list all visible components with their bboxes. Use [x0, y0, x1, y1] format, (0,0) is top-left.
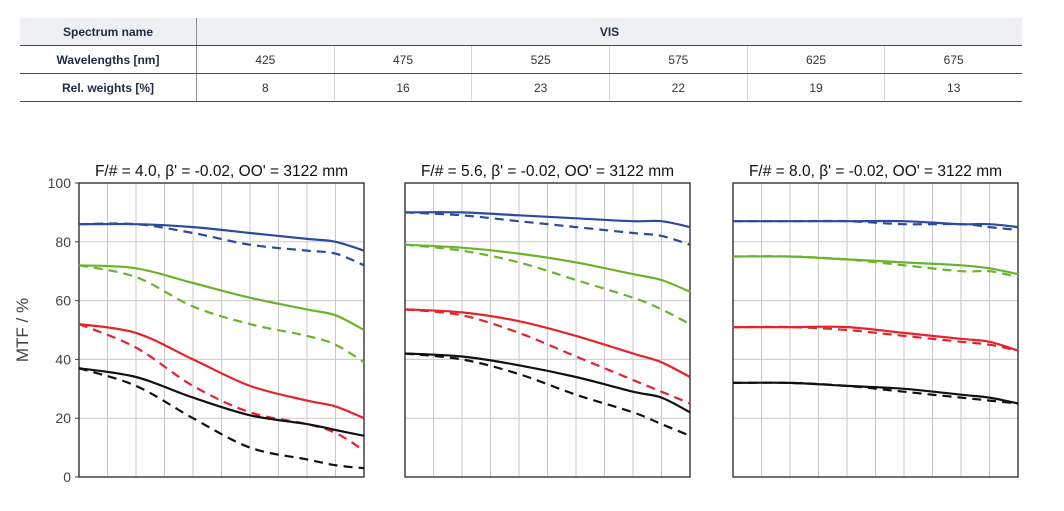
- weights-label: Rel. weights [%]: [20, 74, 197, 101]
- black-dashed-line: [732, 381, 1019, 405]
- red-dashed-line: [78, 323, 365, 452]
- blue-solid-line: [404, 211, 691, 229]
- green-solid-line: [78, 264, 365, 331]
- y-tick-label: 60: [55, 293, 71, 309]
- y-tick-label: 100: [48, 175, 72, 191]
- blue-solid-line: [78, 222, 365, 252]
- y-tick-label: 0: [63, 469, 71, 485]
- chart-title: F/# = 8.0, β' = -0.02, OO' = 3122 mm: [749, 163, 1002, 180]
- chart-title: F/# = 5.6, β' = -0.02, OO' = 3122 mm: [421, 163, 674, 180]
- red-dashed-line: [404, 308, 691, 405]
- red-dashed-line: [732, 325, 1019, 352]
- weight-cell: 22: [610, 74, 748, 101]
- weight-cell: 19: [748, 74, 886, 101]
- wavelengths-row: Wavelengths [nm] 425 475 525 575 625 675: [20, 46, 1022, 74]
- weight-cell: 23: [472, 74, 611, 101]
- weight-cell: 16: [335, 74, 473, 101]
- wavelength-cell: 625: [748, 46, 886, 73]
- weight-cell: 8: [197, 74, 335, 101]
- black-solid-line: [404, 352, 691, 414]
- wavelength-cell: 425: [197, 46, 335, 73]
- green-solid-line: [404, 243, 691, 293]
- wavelength-cell: 675: [943, 52, 964, 67]
- blue-dashed-line: [733, 219, 1019, 232]
- weights-row: Rel. weights [%] 8 16 23 22 19 13: [20, 74, 1022, 102]
- mtf-charts: MTF / % F/# = 4.0, β' = -0.02, OO' = 3122…: [13, 163, 1019, 485]
- green-dashed-line: [732, 255, 1019, 279]
- red-solid-line: [732, 325, 1019, 352]
- spectrum-name-label: Spectrum name: [20, 18, 197, 45]
- spectrum-name-value: VIS: [197, 18, 1022, 45]
- chart-title: F/# = 4.0, β' = -0.02, OO' = 3122 mm: [95, 163, 348, 180]
- black-dashed-line: [78, 367, 365, 470]
- plot-frame: [404, 182, 691, 478]
- wavelengths-label: Wavelengths [nm]: [20, 46, 197, 73]
- black-solid-line: [732, 381, 1019, 405]
- y-tick-label: 40: [55, 351, 71, 367]
- red-solid-line: [404, 308, 691, 378]
- y-tick-label: 80: [55, 234, 71, 250]
- black-solid-line: [78, 367, 365, 437]
- wavelength-cell: 525: [472, 46, 611, 73]
- weight-cell: 13: [947, 80, 961, 95]
- spectrum-name-row: Spectrum name VIS: [20, 18, 1022, 46]
- y-tick-label: 20: [55, 410, 71, 426]
- blue-dashed-line: [404, 211, 691, 246]
- red-solid-line: [78, 323, 365, 420]
- wavelength-cell: 575: [610, 46, 748, 73]
- spectrum-table: Spectrum name VIS Wavelengths [nm] 425 4…: [20, 18, 1022, 102]
- green-dashed-line: [78, 264, 365, 364]
- plot-frame: [732, 182, 1019, 478]
- green-solid-line: [732, 255, 1019, 276]
- blue-solid-line: [733, 219, 1019, 229]
- wavelength-cell: 475: [335, 46, 473, 73]
- y-axis-label: MTF / %: [13, 298, 32, 362]
- blue-dashed-line: [78, 222, 365, 267]
